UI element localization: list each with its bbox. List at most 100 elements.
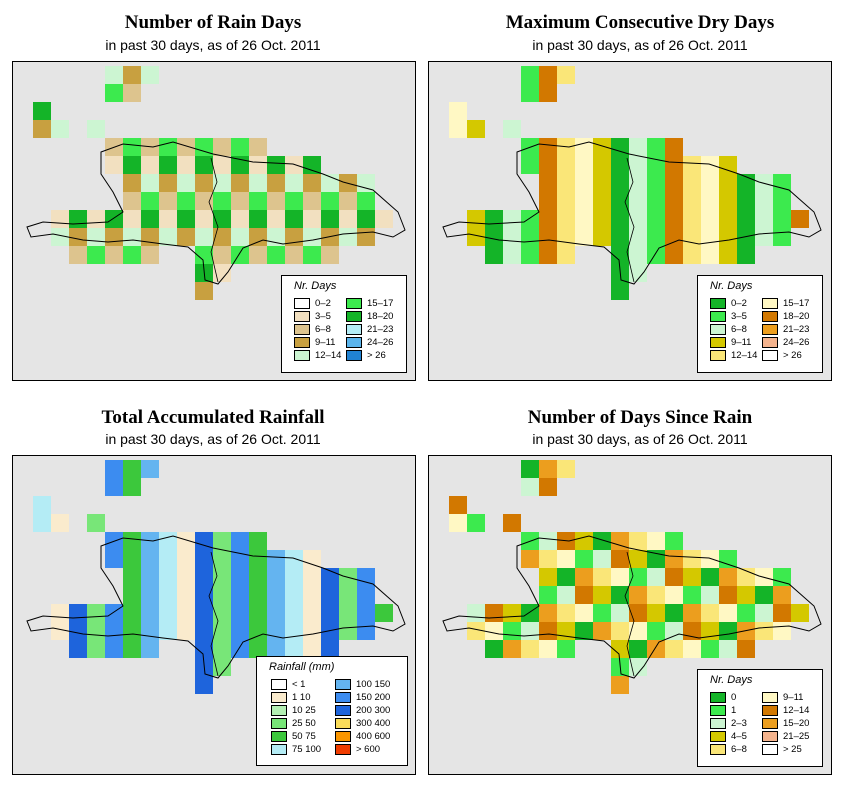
grid-cell <box>647 568 665 586</box>
grid-cell <box>665 192 683 210</box>
grid-cell <box>647 532 665 550</box>
grid-cell <box>195 532 213 550</box>
legend-swatch <box>762 298 778 309</box>
legend-swatch <box>762 324 778 335</box>
grid-cell <box>575 550 593 568</box>
grid-cell <box>539 174 557 192</box>
grid-cell <box>683 174 701 192</box>
legend-label: 200 300 <box>356 705 391 716</box>
grid-cell <box>123 192 141 210</box>
grid-cell <box>195 210 213 228</box>
grid-cell <box>593 210 611 228</box>
grid-cell <box>557 174 575 192</box>
legend-swatch <box>271 744 287 755</box>
grid-cell <box>521 228 539 246</box>
grid-cell <box>701 640 719 658</box>
grid-cell <box>719 210 737 228</box>
grid-cell <box>357 568 375 586</box>
grid-cell <box>485 246 503 264</box>
grid-cell <box>755 586 773 604</box>
grid-cell <box>141 640 159 658</box>
grid-cell <box>557 210 575 228</box>
grid-cell <box>647 138 665 156</box>
map-legend: Rainfall (mm) < 1 1 10 10 25 25 50 50 75 75 1… <box>256 656 408 766</box>
grid-cell <box>539 228 557 246</box>
grid-cell <box>231 586 249 604</box>
grid-cell <box>683 568 701 586</box>
legend-label: 21–25 <box>783 731 810 742</box>
panel-subtitle: in past 30 days, as of 26 Oct. 2011 <box>532 37 748 53</box>
grid-cell <box>575 156 593 174</box>
grid-cell <box>701 550 719 568</box>
grid-cell <box>141 246 159 264</box>
grid-cell <box>539 156 557 174</box>
legend-entry: 6–8 <box>294 324 331 335</box>
legend-entry: 0–2 <box>294 298 331 309</box>
grid-cell <box>33 102 51 120</box>
grid-cell <box>195 228 213 246</box>
grid-cell <box>87 120 105 138</box>
grid-cell <box>665 532 683 550</box>
map-legend: Nr. Days 0–2 3–5 6–8 9–11 12–14 15–17 18–20 21–… <box>697 275 823 373</box>
grid-cell <box>213 604 231 622</box>
grid-cell <box>51 120 69 138</box>
grid-cell <box>123 84 141 102</box>
coastline <box>26 535 406 679</box>
grid-cell <box>303 246 321 264</box>
grid-cell <box>557 192 575 210</box>
grid-cell <box>539 192 557 210</box>
grid-cell <box>467 604 485 622</box>
grid-cell <box>503 640 521 658</box>
grid-cell <box>105 84 123 102</box>
grid-cell <box>231 568 249 586</box>
grid-cell <box>629 586 647 604</box>
grid-cell <box>449 102 467 120</box>
grid-cell <box>719 586 737 604</box>
grid-cell <box>195 586 213 604</box>
grid-cell <box>159 174 177 192</box>
grid-cell <box>629 604 647 622</box>
grid-cell <box>665 550 683 568</box>
grid-cell <box>503 514 521 532</box>
grid-cell <box>593 174 611 192</box>
grid-cell <box>629 156 647 174</box>
grid-cell <box>33 496 51 514</box>
grid-cell <box>539 66 557 84</box>
grid-cell <box>629 174 647 192</box>
grid-cell <box>647 604 665 622</box>
legend-swatch <box>762 744 778 755</box>
island-map <box>26 66 406 300</box>
grid-cell <box>701 246 719 264</box>
grid-cell <box>213 138 231 156</box>
grid-cell <box>159 568 177 586</box>
legend-label: 12–14 <box>315 350 342 361</box>
legend-label: 6–8 <box>315 324 331 335</box>
grid-cell <box>249 640 267 658</box>
grid-cell <box>719 246 737 264</box>
grid-cell <box>177 568 195 586</box>
grid-cell <box>267 586 285 604</box>
grid-cell <box>213 622 231 640</box>
grid-cell <box>357 174 375 192</box>
grid-cell <box>683 640 701 658</box>
grid-cell <box>719 604 737 622</box>
grid-cell <box>141 460 159 478</box>
grid-cell <box>467 514 485 532</box>
legend-swatch <box>346 298 362 309</box>
grid-cell <box>267 640 285 658</box>
legend-label: 18–20 <box>367 311 394 322</box>
country-border <box>624 551 635 677</box>
grid-cell <box>593 192 611 210</box>
grid-cell <box>249 246 267 264</box>
legend-label: 1 10 <box>292 692 311 703</box>
grid-cell <box>701 174 719 192</box>
grid-cell <box>213 550 231 568</box>
grid-cell <box>87 246 105 264</box>
grid-cell <box>51 228 69 246</box>
grid-cell <box>611 210 629 228</box>
grid-cell <box>141 568 159 586</box>
map-legend: Nr. Days 0 1 2–3 4–5 6–8 9–11 12–14 15–20 21–25 >… <box>697 669 823 767</box>
grid-cell <box>159 228 177 246</box>
grid-cell <box>213 586 231 604</box>
grid-cell <box>503 120 521 138</box>
